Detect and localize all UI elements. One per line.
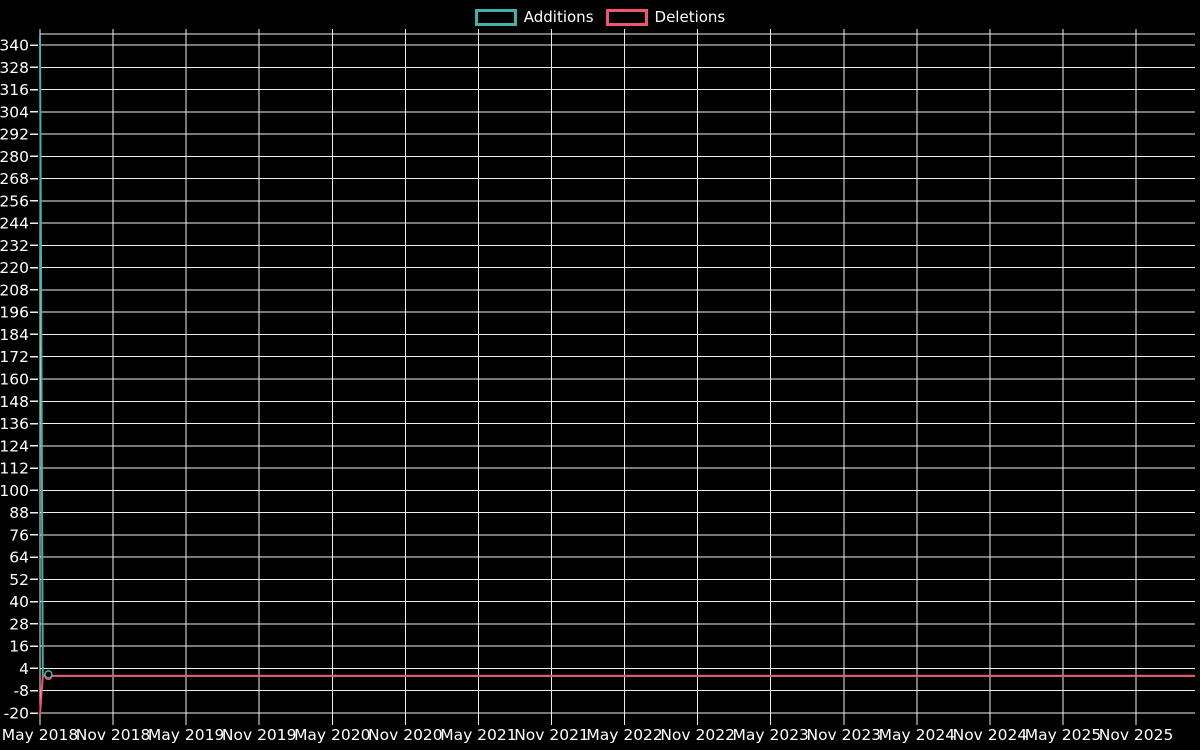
point-markers: [44, 670, 53, 681]
y-tick-label: 316: [0, 81, 29, 99]
x-tick-label: Nov 2018: [76, 726, 151, 744]
y-tick-label: 340: [0, 37, 29, 55]
y-tick-label: -20: [4, 705, 29, 723]
x-tick-label: Nov 2024: [953, 726, 1028, 744]
y-tick-label: 16: [9, 638, 29, 656]
y-tick-label: 112: [0, 460, 29, 478]
chart-legend: Additions Deletions: [0, 8, 1200, 26]
y-tick-label: 232: [0, 237, 29, 255]
y-tick-label: 292: [0, 126, 29, 144]
legend-item-additions[interactable]: Additions: [474, 8, 594, 26]
chart-series: [39, 35, 1195, 715]
x-tick-label: Nov 2021: [514, 726, 589, 744]
y-tick-label: 28: [9, 615, 29, 633]
x-tick-label: May 2019: [148, 726, 224, 744]
y-tick-label: 268: [0, 170, 29, 188]
x-tick-label: Nov 2025: [1099, 726, 1174, 744]
y-tick-label: 136: [0, 415, 29, 433]
y-tick-label: 280: [0, 148, 29, 166]
series-line-deletions: [39, 674, 1195, 715]
y-tick-label: 100: [0, 482, 29, 500]
y-tick-label: 172: [0, 348, 29, 366]
x-tick-label: May 2018: [2, 726, 78, 744]
y-tick-label: 160: [0, 371, 29, 389]
y-tick-label: 328: [0, 59, 29, 77]
axis-labels: 340 328 316 304 292 280 268 256 244 232 220 208 196 1…: [0, 37, 1173, 745]
chart-grid: [30, 29, 1195, 725]
x-tick-label: Nov 2022: [660, 726, 735, 744]
x-tick-label: May 2025: [1025, 726, 1101, 744]
x-tick-label: May 2023: [733, 726, 809, 744]
y-tick-label: 52: [9, 571, 29, 589]
y-tick-label: 244: [0, 215, 29, 233]
additions-swatch-icon: [474, 8, 517, 26]
y-tick-label: 148: [0, 393, 29, 411]
x-tick-label: Nov 2023: [806, 726, 881, 744]
marker-additions: [44, 670, 53, 679]
y-tick-label: 208: [0, 281, 29, 299]
y-tick-label: 256: [0, 192, 29, 210]
y-tick-label: 196: [0, 304, 29, 322]
x-tick-label: May 2021: [440, 726, 516, 744]
y-tick-label: 304: [0, 103, 29, 121]
legend-item-deletions[interactable]: Deletions: [605, 8, 726, 26]
y-tick-label: 4: [19, 660, 29, 678]
x-tick-label: May 2024: [879, 726, 955, 744]
y-tick-label: 124: [0, 437, 29, 455]
y-tick-label: 220: [0, 259, 29, 277]
y-tick-label: 40: [9, 593, 29, 611]
y-tick-label: 184: [0, 326, 29, 344]
y-tick-label: -8: [14, 682, 29, 700]
legend-label-additions: Additions: [523, 8, 594, 26]
x-tick-label: Nov 2019: [222, 726, 297, 744]
x-tick-label: May 2020: [294, 726, 370, 744]
y-tick-label: 88: [9, 504, 29, 522]
legend-label-deletions: Deletions: [654, 8, 726, 26]
deletions-swatch-icon: [605, 8, 648, 26]
x-tick-label: Nov 2020: [368, 726, 443, 744]
y-tick-label: 64: [9, 549, 29, 567]
x-tick-label: May 2022: [586, 726, 662, 744]
y-tick-label: 76: [9, 526, 29, 544]
